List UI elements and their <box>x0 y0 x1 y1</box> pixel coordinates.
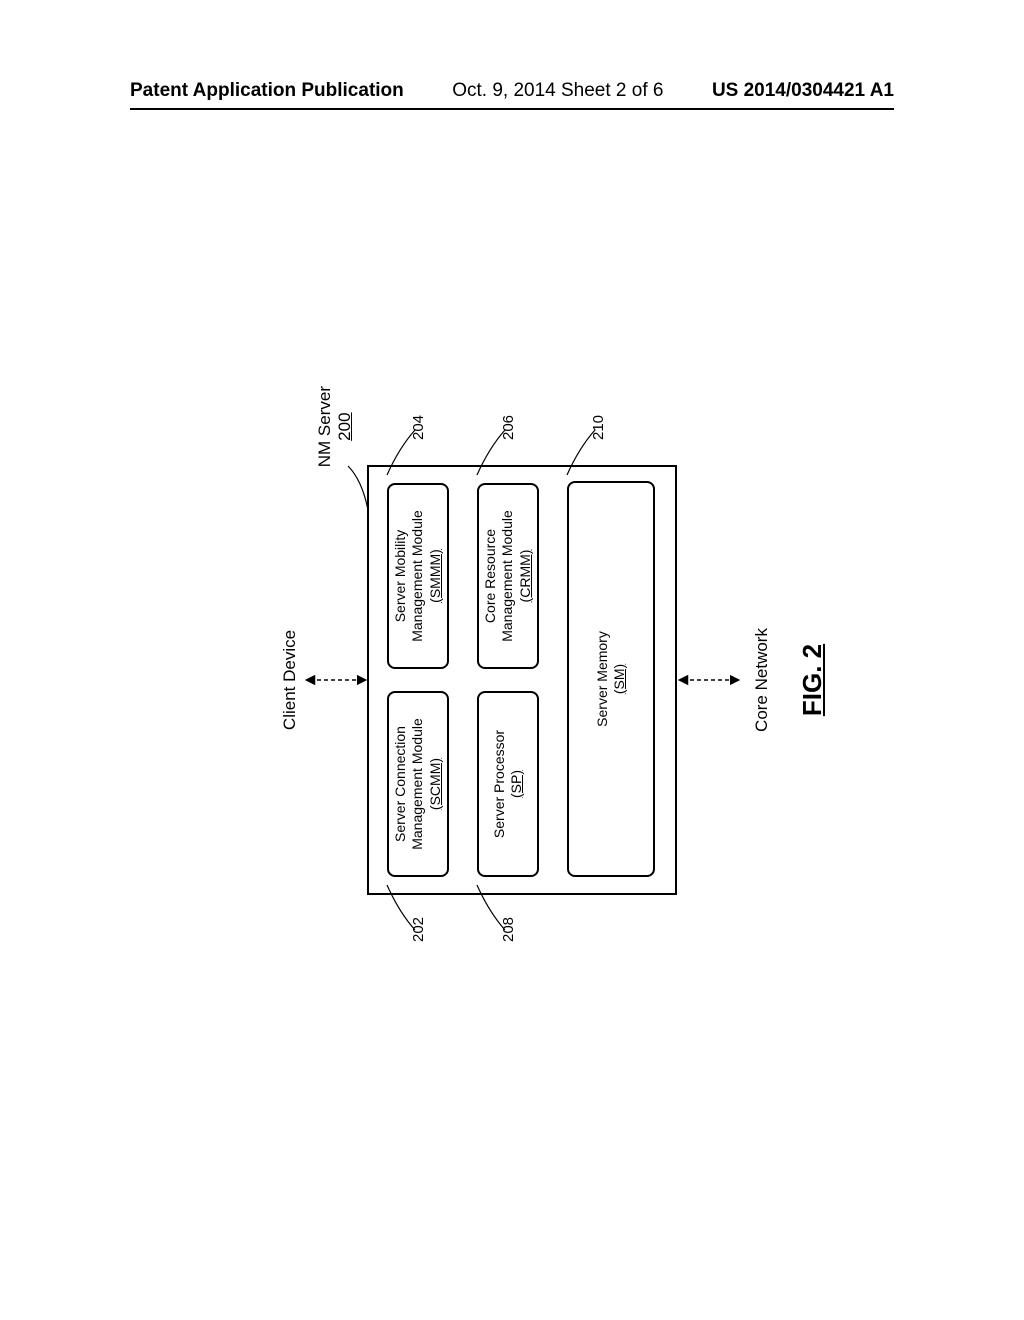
diagram: Client Device NM Server 200 <box>252 330 772 1030</box>
header-right: US 2014/0304421 A1 <box>712 80 894 102</box>
crmm-line1: Core Resource <box>482 529 500 623</box>
module-scmm: Server Connection Management Module (SCM… <box>387 691 449 877</box>
header-left: Patent Application Publication <box>130 80 404 102</box>
ref-208: 208 <box>500 917 517 942</box>
crmm-acr: (CRMM) <box>517 550 535 603</box>
sm-acr: (SM) <box>611 664 629 694</box>
server-box: Server Connection Management Module (SCM… <box>367 465 677 895</box>
ref-210: 210 <box>590 415 607 440</box>
page-header: Patent Application Publication Oct. 9, 2… <box>0 80 1024 102</box>
module-sp: Server Processor (SP) <box>477 691 539 877</box>
module-sm: Server Memory (SM) <box>567 481 655 877</box>
top-label: Client Device <box>280 630 300 730</box>
figure-canvas: Client Device NM Server 200 <box>130 140 894 1220</box>
header-rule <box>130 108 894 110</box>
sm-line1: Server Memory <box>594 631 612 727</box>
smmm-line1: Server Mobility <box>392 530 410 623</box>
arrow-top <box>304 673 368 687</box>
smmm-line2: Management Module <box>409 510 427 642</box>
figure-label: FIG. 2 <box>797 644 828 716</box>
smmm-acr: (SMMM) <box>427 549 445 603</box>
module-smmm: Server Mobility Management Module (SMMM) <box>387 483 449 669</box>
header-center: Oct. 9, 2014 Sheet 2 of 6 <box>452 80 663 102</box>
page: Patent Application Publication Oct. 9, 2… <box>0 0 1024 1320</box>
scmm-acr: (SCMM) <box>427 758 445 810</box>
crmm-line2: Management Module <box>499 510 517 642</box>
module-crmm: Core Resource Management Module (CRMM) <box>477 483 539 669</box>
ref-206: 206 <box>500 415 517 440</box>
scmm-line1: Server Connection <box>392 726 410 842</box>
bottom-label: Core Network <box>752 628 772 732</box>
ref-202: 202 <box>410 917 427 942</box>
sp-acr: (SP) <box>508 770 526 798</box>
server-title-line1: NM Server <box>315 386 335 467</box>
ref-204: 204 <box>410 415 427 440</box>
scmm-line2: Management Module <box>409 718 427 850</box>
sp-line1: Server Processor <box>491 730 509 838</box>
arrow-bottom <box>677 673 741 687</box>
rotated-figure: Client Device NM Server 200 <box>252 330 772 1030</box>
